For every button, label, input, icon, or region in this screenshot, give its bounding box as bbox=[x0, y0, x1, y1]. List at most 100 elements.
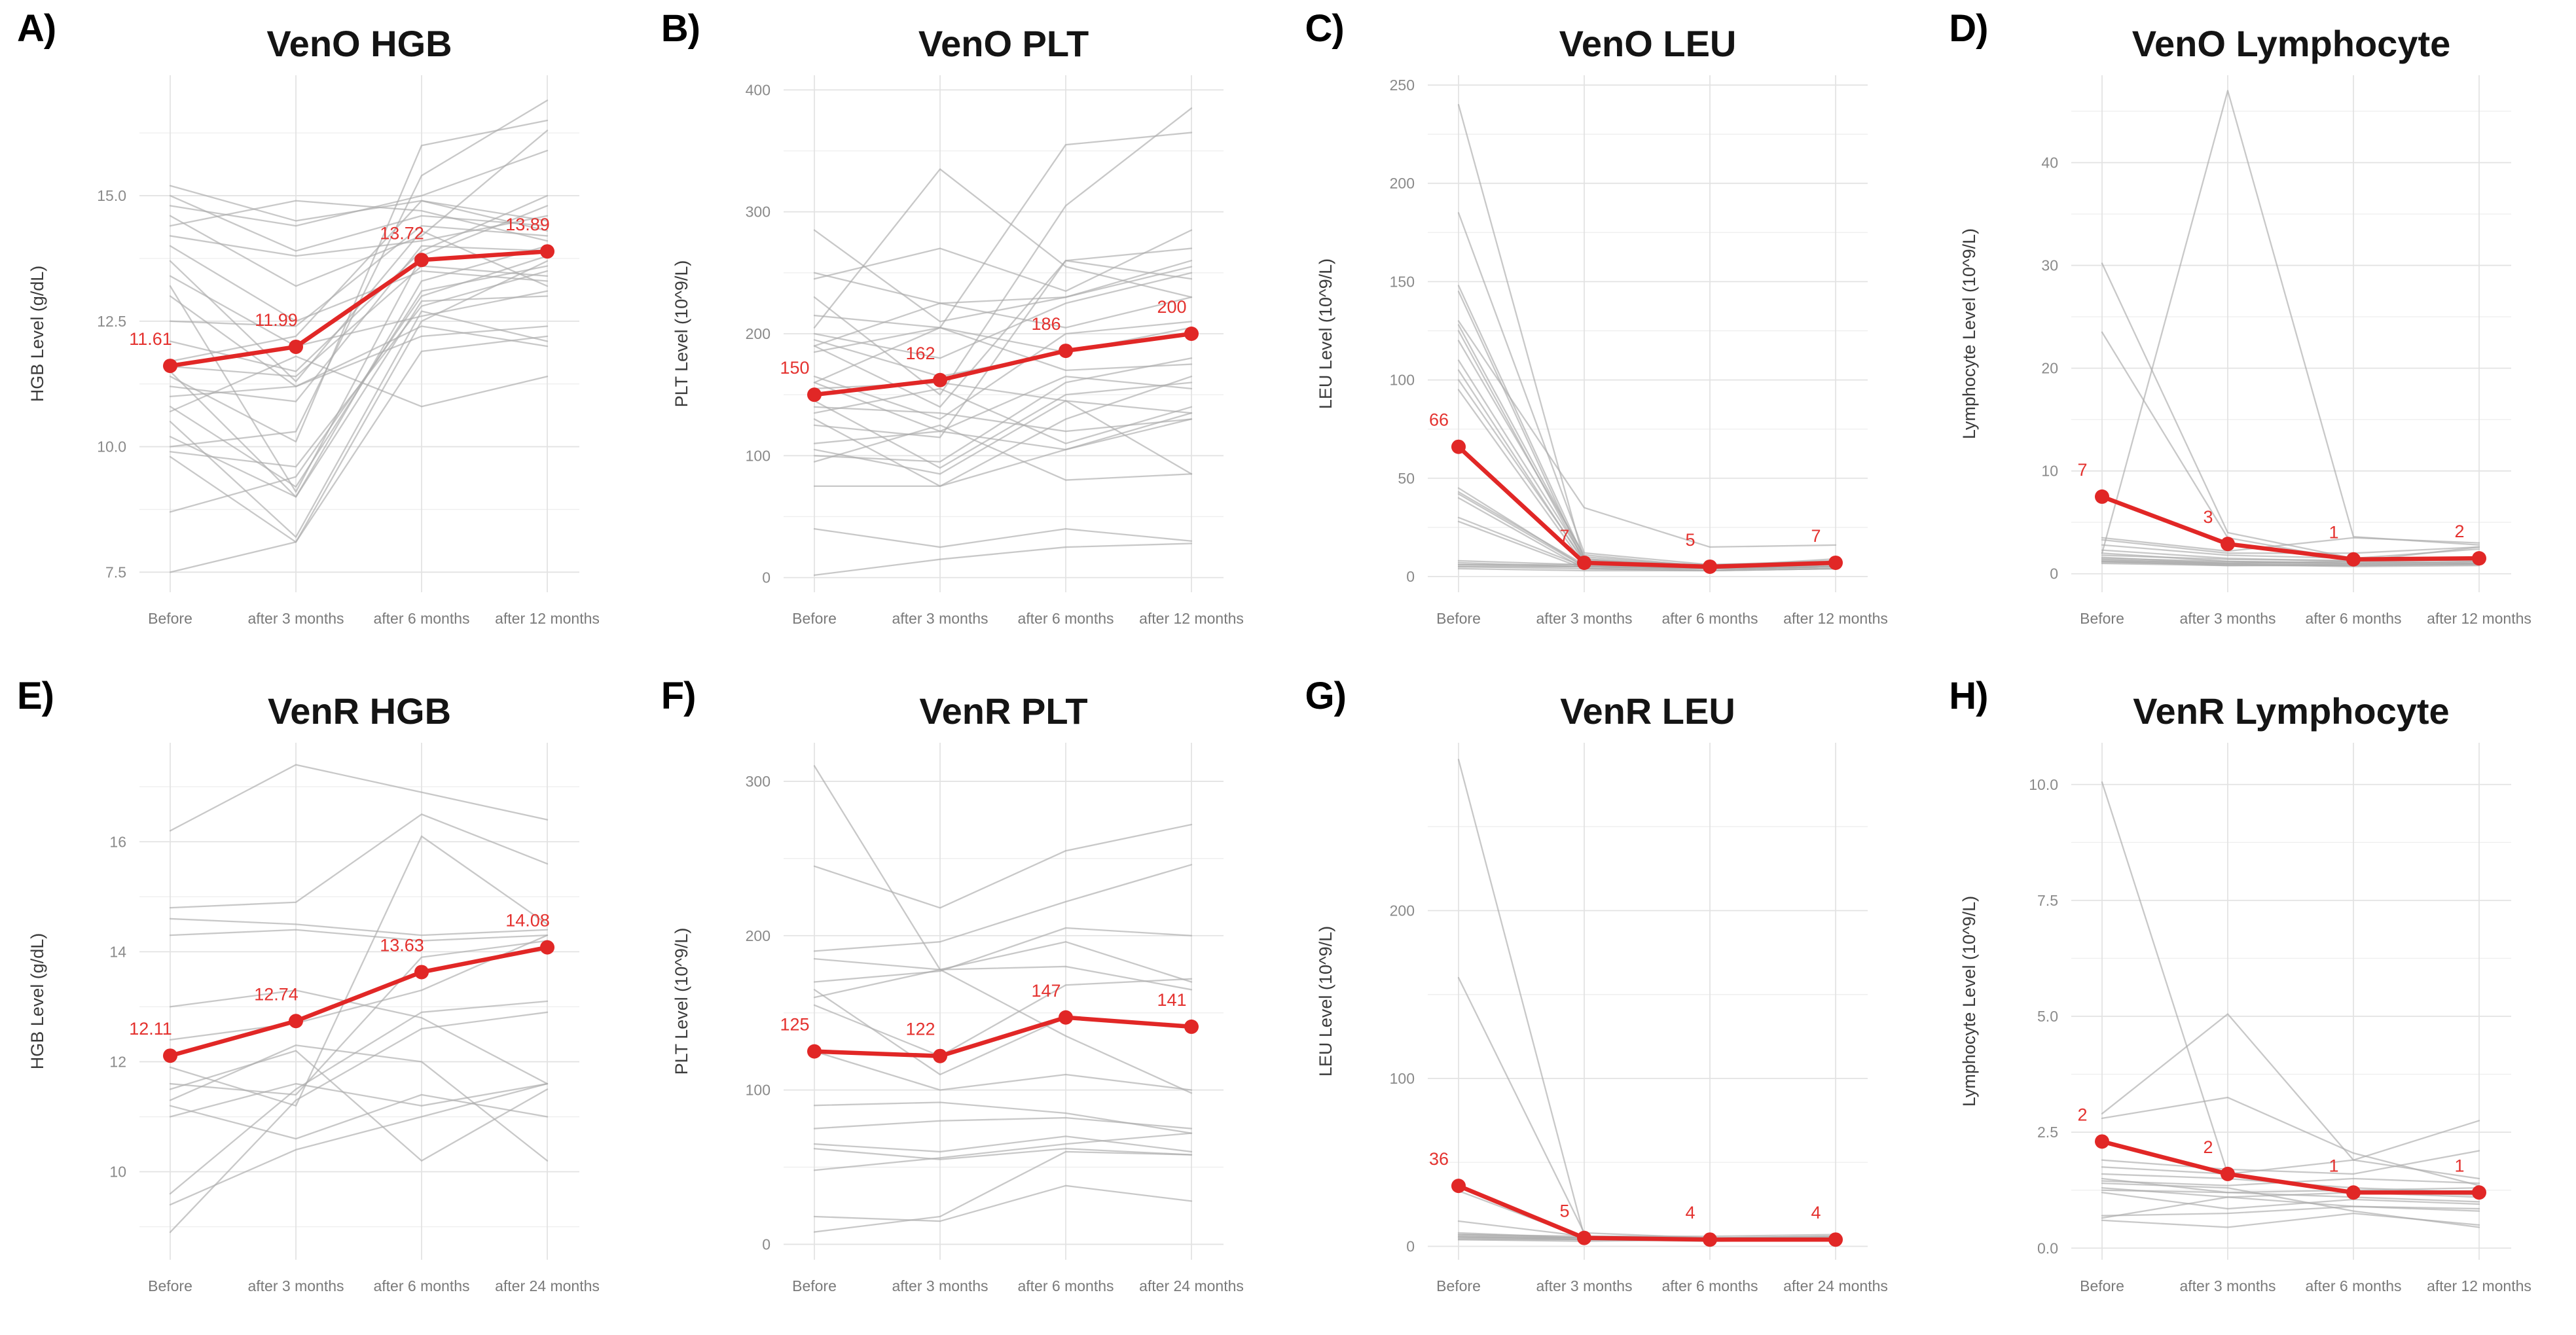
patient-line bbox=[1457, 976, 1836, 1239]
patient-line bbox=[813, 864, 1192, 952]
gridlines bbox=[1427, 743, 1868, 1260]
mean-point bbox=[2346, 552, 2361, 567]
mean-value-label: 200 bbox=[1157, 297, 1186, 317]
mean-point bbox=[2095, 1134, 2110, 1149]
mean-value-label: 1 bbox=[2329, 1156, 2339, 1175]
axis-labels: 0.0 2.5 5.0 7.5 10.0 Before after 3 months afte… bbox=[2029, 776, 2531, 1294]
patient-line bbox=[169, 813, 549, 909]
x-tick-label: after 24 months bbox=[1139, 1277, 1244, 1294]
mean-line bbox=[168, 945, 550, 1058]
patient-line bbox=[169, 310, 549, 538]
patient-line bbox=[813, 247, 1192, 408]
mean-value-label: 13.89 bbox=[505, 215, 550, 234]
patient-line bbox=[169, 270, 549, 468]
mean-value-label: 11.61 bbox=[129, 329, 172, 349]
y-tick-label: 100 bbox=[745, 1082, 770, 1099]
patient-line bbox=[813, 1150, 1192, 1233]
patient-line bbox=[169, 355, 549, 413]
y-axis-title: LEU Level (10^9/L) bbox=[1316, 926, 1335, 1077]
patient-line bbox=[169, 1000, 549, 1195]
y-tick-label: 250 bbox=[1389, 77, 1414, 94]
y-tick-label: 300 bbox=[745, 204, 770, 221]
panel-title: VenO PLT bbox=[918, 23, 1089, 64]
mean-value-label: 2 bbox=[2455, 522, 2465, 541]
mean-value-label: 1 bbox=[2329, 523, 2339, 543]
patient-line bbox=[813, 1135, 1192, 1153]
y-tick-label: 14 bbox=[109, 943, 126, 960]
patient-line bbox=[169, 934, 549, 1041]
panel-letter-h: H) bbox=[1949, 675, 1988, 717]
y-tick-label: 40 bbox=[2042, 154, 2059, 171]
mean-point bbox=[2095, 489, 2110, 504]
axis-labels: 0 100 200 300 Before after 3 months after 6 mo… bbox=[745, 773, 1243, 1294]
patient-line bbox=[2101, 546, 2480, 565]
x-tick-label: after 6 months bbox=[1661, 1277, 1758, 1294]
mean-point bbox=[1702, 1232, 1717, 1247]
mean-point bbox=[1702, 559, 1717, 574]
patient-line bbox=[813, 387, 1192, 444]
mean-line bbox=[812, 1015, 1193, 1058]
patient-line bbox=[169, 255, 549, 513]
panel-a: A) 11.61 11.99 13.72 13.89 7.5 10.0 12.5 15.0 Bef… bbox=[0, 0, 644, 668]
y-axis-title: Lymphocyte Level (10^9/L) bbox=[1959, 896, 1979, 1107]
patient-line bbox=[1457, 389, 1836, 570]
y-axis-title: HGB Level (g/dL) bbox=[27, 266, 47, 402]
gridlines bbox=[2071, 75, 2512, 592]
mean-point bbox=[289, 339, 303, 354]
y-tick-label: 100 bbox=[1389, 372, 1414, 389]
mean-point bbox=[2472, 551, 2487, 566]
patient-line bbox=[813, 168, 1192, 329]
mean-point bbox=[540, 244, 554, 259]
x-tick-label: Before bbox=[148, 1277, 192, 1294]
patient-line bbox=[813, 412, 1192, 451]
patient-line bbox=[2101, 1187, 2480, 1210]
patient-line bbox=[2101, 1182, 2480, 1228]
axis-labels: 0 50 100 150 200 250 Before after 3 months after… bbox=[1389, 77, 1887, 627]
patient-line bbox=[169, 245, 549, 402]
mean-point bbox=[1184, 1019, 1199, 1034]
patient-line bbox=[2101, 1192, 2480, 1210]
patient-line bbox=[1457, 758, 1836, 1239]
y-tick-label: 20 bbox=[2042, 360, 2059, 377]
x-tick-label: Before bbox=[792, 1277, 837, 1294]
panel-letter-b: B) bbox=[661, 7, 700, 50]
mean-value-label: 13.72 bbox=[380, 223, 424, 243]
mean-line bbox=[1456, 1183, 1838, 1242]
y-tick-label: 30 bbox=[2042, 257, 2059, 274]
patient-line bbox=[813, 823, 1192, 909]
mean-value-label: 5 bbox=[1559, 1202, 1569, 1221]
patient-line bbox=[169, 245, 549, 498]
axis-labels: 0 10 20 30 40 Before after 3 months after 6 mon… bbox=[2042, 154, 2532, 627]
panel-h: H) 2 2 1 1 0.0 2.5 5.0 7.5 10.0 Before after 3 mont… bbox=[1932, 668, 2575, 1335]
mean-series: 150 162 186 200 bbox=[780, 297, 1199, 402]
y-tick-label: 7.5 bbox=[105, 563, 126, 580]
axis-labels: 7.5 10.0 12.5 15.0 Before after 3 months after… bbox=[97, 187, 600, 627]
patient-line bbox=[813, 229, 1192, 292]
patient-line bbox=[169, 1011, 549, 1234]
patient-line bbox=[2101, 1187, 2480, 1194]
y-tick-label: 12 bbox=[109, 1053, 126, 1070]
patient-lines bbox=[813, 765, 1192, 1233]
patient-lines bbox=[2101, 90, 2480, 567]
mean-point bbox=[2221, 1166, 2236, 1181]
mean-value-label: 2 bbox=[2078, 1105, 2088, 1124]
panel-title: VenO Lymphocyte bbox=[2132, 23, 2451, 64]
patient-line bbox=[813, 382, 1192, 469]
patient-line bbox=[169, 260, 549, 573]
patient-line bbox=[169, 265, 549, 378]
patient-line bbox=[169, 130, 549, 287]
patient-line bbox=[2101, 1150, 2480, 1175]
mean-point bbox=[932, 1048, 947, 1063]
patient-line bbox=[1457, 493, 1836, 570]
patient-line bbox=[813, 927, 1192, 983]
x-tick-label: after 12 months bbox=[1783, 610, 1888, 627]
patient-line bbox=[169, 194, 549, 252]
mean-point bbox=[1828, 1232, 1843, 1247]
mean-point bbox=[1058, 344, 1073, 359]
y-axis-title: LEU Level (10^9/L) bbox=[1316, 258, 1335, 409]
mean-value-label: 2 bbox=[2204, 1137, 2213, 1157]
patient-line bbox=[813, 1184, 1192, 1222]
patient-line bbox=[2101, 562, 2480, 567]
y-tick-label: 400 bbox=[745, 81, 770, 98]
